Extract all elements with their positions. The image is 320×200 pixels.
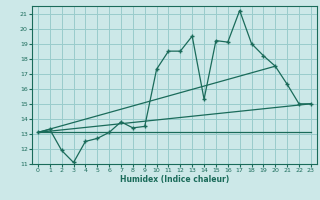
X-axis label: Humidex (Indice chaleur): Humidex (Indice chaleur) xyxy=(120,175,229,184)
